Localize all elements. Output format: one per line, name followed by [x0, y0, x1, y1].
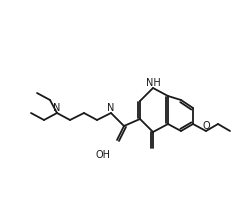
Text: O: O — [202, 121, 210, 131]
Text: N: N — [53, 103, 61, 113]
Text: NH: NH — [146, 78, 160, 88]
Text: OH: OH — [95, 150, 110, 160]
Text: N: N — [107, 103, 115, 113]
